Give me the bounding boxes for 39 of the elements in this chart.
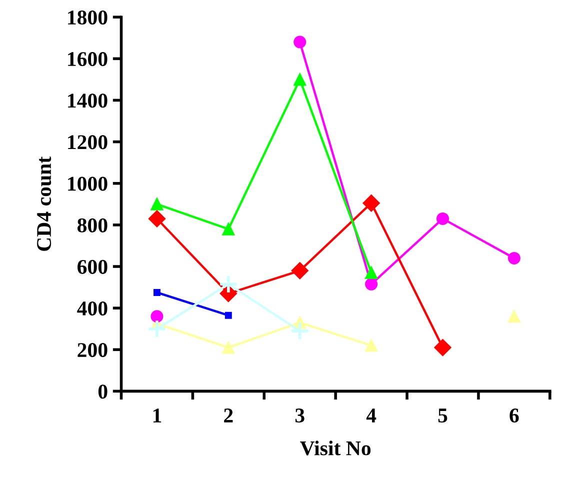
point bbox=[290, 321, 310, 341]
point bbox=[362, 194, 380, 212]
point bbox=[436, 212, 449, 225]
x-tick-label: 2 bbox=[224, 408, 233, 422]
point bbox=[148, 210, 166, 228]
point bbox=[147, 319, 167, 339]
y-tick-label: 1000 bbox=[68, 176, 108, 191]
x-tick-label: 1 bbox=[153, 408, 162, 422]
point bbox=[365, 278, 378, 290]
y-tick-label: 1600 bbox=[68, 52, 108, 66]
point bbox=[222, 222, 235, 236]
y-tick-label: 800 bbox=[78, 218, 108, 232]
point bbox=[154, 289, 160, 296]
point bbox=[291, 262, 308, 280]
point bbox=[222, 341, 235, 354]
y-tick-label: 400 bbox=[77, 301, 108, 316]
point bbox=[224, 312, 232, 319]
point bbox=[150, 310, 164, 323]
point bbox=[434, 339, 452, 356]
point bbox=[218, 274, 238, 294]
y-tick-label: 600 bbox=[78, 260, 108, 274]
x-tick-label: 3 bbox=[295, 408, 304, 423]
y-tick-label: 1200 bbox=[68, 135, 108, 150]
x-axis-title: Visit No bbox=[300, 440, 371, 456]
y-tick-label: 1400 bbox=[68, 94, 108, 108]
x-tick-label: 4 bbox=[366, 408, 376, 422]
y-tick-label: 1800 bbox=[68, 10, 108, 25]
point bbox=[508, 252, 520, 264]
point bbox=[150, 198, 164, 210]
point bbox=[294, 73, 306, 86]
point bbox=[365, 266, 378, 279]
point bbox=[365, 339, 378, 352]
point bbox=[508, 310, 520, 323]
y-tick-label: 0 bbox=[98, 384, 108, 399]
point bbox=[294, 36, 306, 48]
y-tick-label: 200 bbox=[78, 343, 108, 358]
x-tick-label: 5 bbox=[438, 408, 448, 423]
y-axis-title: CD4 count bbox=[37, 156, 52, 251]
x-tick-label: 6 bbox=[510, 408, 519, 423]
